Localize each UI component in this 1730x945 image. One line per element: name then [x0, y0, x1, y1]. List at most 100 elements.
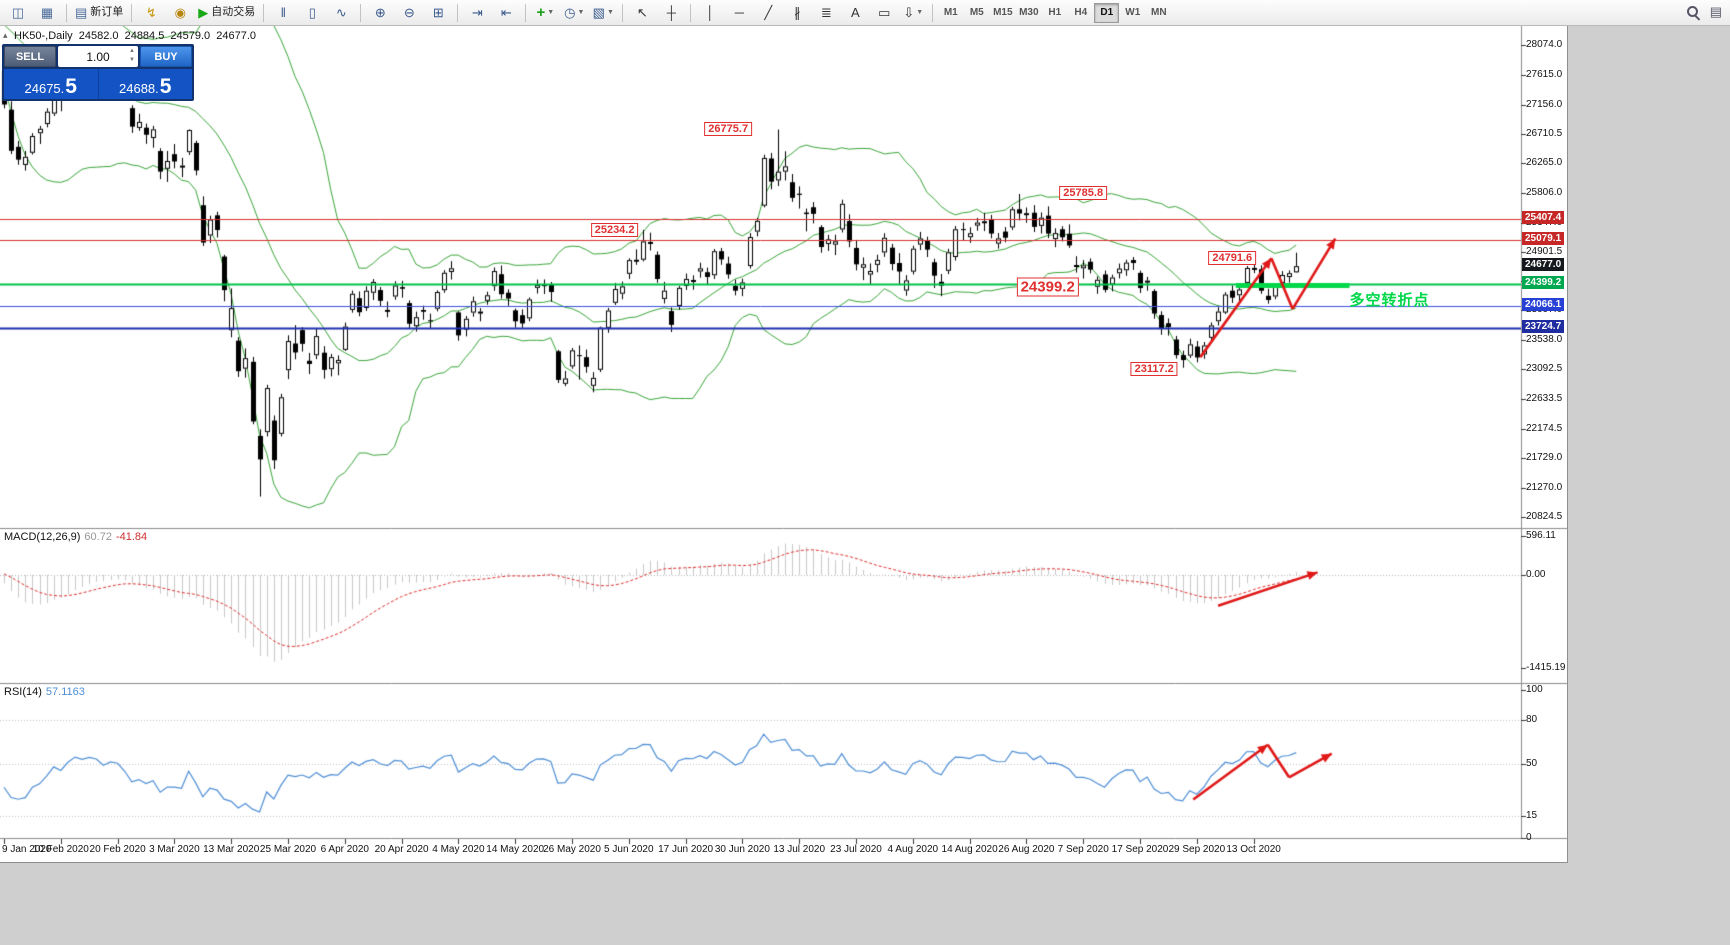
tile-windows-icon[interactable]: ⊞ [424, 2, 452, 24]
timeframe-d1[interactable]: D1 [1094, 2, 1120, 23]
auto-scroll-icon[interactable]: ⇥ [463, 2, 491, 24]
timeframe-h1[interactable]: H1 [1048, 7, 1062, 18]
toolbar-separator [131, 3, 133, 22]
price-axis-tag: 25079.1 [1522, 231, 1565, 245]
one-click-toggle-icon[interactable]: ▴ [3, 30, 8, 40]
timeframe-m15[interactable]: M15 [993, 7, 1013, 18]
arrows-tool-icon-caret[interactable]: ▼ [916, 9, 924, 16]
indicators-icon: + [536, 4, 546, 21]
channel-icon[interactable]: ∦ [783, 2, 811, 24]
text-icon[interactable]: A [841, 2, 869, 24]
price-axis-tag: 25407.4 [1522, 210, 1565, 224]
price-annotation-flag[interactable]: 23117.2 [1130, 361, 1178, 376]
spinner-down-icon[interactable]: ▼ [129, 57, 135, 63]
toolbar-separator [690, 3, 692, 22]
timeframe-m1[interactable]: M1 [943, 7, 958, 18]
workspace-background [1568, 26, 1730, 945]
new-chart-icon: ◫ [11, 5, 25, 20]
search-icon[interactable] [1686, 5, 1700, 19]
indicators-icon[interactable]: + ▼ [531, 2, 559, 24]
trendline-icon: ╱ [764, 5, 773, 20]
zoom-out-icon[interactable]: ⊖ [395, 2, 423, 24]
zoom-in-icon[interactable]: ⊕ [366, 2, 394, 24]
sell-price[interactable]: 24675. 5 [4, 69, 99, 99]
chart-profiles-icon: ▦ [40, 5, 54, 20]
text-label-icon[interactable]: ▭ [870, 2, 898, 24]
y-axis-tick-label: 22633.5 [1526, 393, 1563, 405]
horizontal-line-icon: ─ [734, 5, 744, 20]
autotrading-button-label: 自动交易 [211, 6, 256, 18]
zoom-out-icon: ⊖ [403, 5, 415, 20]
trendline-icon[interactable]: ╱ [754, 2, 782, 24]
cursor-icon[interactable]: ↖ [628, 2, 656, 24]
timeframe-m5[interactable]: M5 [969, 7, 984, 18]
rsi-axis-label: 15 [1526, 809, 1538, 821]
price-annotation-flag[interactable]: 25785.8 [1059, 186, 1108, 201]
periods-icon[interactable]: ◷ ▼ [560, 2, 588, 24]
rsi-axis-label: 80 [1526, 713, 1538, 725]
indicators-icon-caret[interactable]: ▼ [547, 9, 555, 16]
price-annotation-flag[interactable]: 24791.6 [1208, 250, 1257, 265]
price-annotation-flag[interactable]: 26775.7 [704, 122, 753, 137]
y-axis-tick-label: 24901.5 [1526, 245, 1563, 257]
timeframe-m30[interactable]: M30 [1019, 7, 1039, 18]
buy-price-main: 24688 [119, 81, 156, 97]
y-axis-tick-label: 25806.0 [1526, 186, 1563, 198]
new-order-button[interactable]: ▤ 新订单 [72, 2, 126, 24]
x-axis-date-label: 25 Mar 2020 [259, 844, 317, 855]
x-axis-date-label: 20 Feb 2020 [89, 844, 146, 855]
y-axis-tick-label: 27156.0 [1526, 98, 1563, 110]
fibonacci-icon[interactable]: ≣ [812, 2, 840, 24]
tile-windows-icon: ⊞ [432, 5, 444, 20]
close-value: 24677.0 [216, 30, 256, 42]
y-axis-tick-label: 20824.5 [1526, 511, 1563, 522]
price-annotation-flag[interactable]: 24399.2 [1016, 277, 1079, 297]
new-chart-icon[interactable]: ◫ [4, 2, 32, 24]
chart-shift-icon[interactable]: ⇤ [492, 2, 520, 24]
x-axis-date-label: 10 Feb 2020 [32, 844, 89, 855]
auto-scroll-icon: ⇥ [471, 5, 483, 20]
price-axis-tag: 23724.7 [1522, 320, 1565, 334]
x-axis-date-label: 14 Aug 2020 [941, 844, 998, 855]
bars-icon[interactable]: ‖ [269, 2, 297, 24]
line-chart-icon[interactable]: ∿ [327, 2, 355, 24]
turning-point-annotation[interactable]: 多空转折点 [1349, 291, 1430, 309]
buy-price[interactable]: 24688. 5 [98, 69, 192, 99]
x-axis-date-label: 6 Apr 2020 [320, 844, 369, 855]
arrows-tool-icon[interactable]: ⇩ ▼ [899, 2, 927, 24]
autotrading-button[interactable]: ▶ 自动交易 [195, 2, 258, 24]
new-order-button-label: 新订单 [90, 6, 124, 18]
y-axis-tick-label: 26265.0 [1526, 156, 1563, 168]
workspace-background-bottom [0, 863, 1568, 945]
open-value: 24582.0 [78, 30, 119, 42]
templates-icon[interactable]: ▧ ▼ [589, 2, 617, 24]
toolbar-separator [622, 3, 624, 22]
panels-icon[interactable]: ▤ [1709, 4, 1722, 19]
quantity-spinner[interactable]: ▲ ▼ [129, 47, 135, 65]
buy-button[interactable]: BUY [140, 46, 192, 67]
rsi-value: 57.1163 [45, 686, 85, 698]
timeframe-h4[interactable]: H4 [1074, 7, 1088, 18]
chart-profiles-icon[interactable]: ▦ [33, 2, 61, 24]
templates-icon-caret[interactable]: ▼ [606, 9, 614, 16]
periods-icon-caret[interactable]: ▼ [577, 9, 585, 16]
spinner-up-icon[interactable]: ▲ [129, 48, 135, 54]
timeframe-w1[interactable]: W1 [1125, 7, 1141, 18]
x-axis-date-label: 29 Sep 2020 [1168, 844, 1226, 855]
crosshair-icon[interactable]: ┼ [657, 2, 685, 24]
timeframe-mn[interactable]: MN [1151, 7, 1167, 18]
market-icon[interactable]: ◉ [166, 2, 194, 24]
sell-button[interactable]: SELL [4, 46, 56, 67]
main-toolbar: ◫ ▦ ▤ 新订单 ↯ ◉ ▶ 自动交易 ‖ ▯ ∿ ⊕ ⊖ ⊞ ⇥ ⇤ + ▼ ◷ ▼ ▧ ▼ ↖ ┼ │ ─ ╱ ∦ ≣ A ▭ ⇩ ▼ M1… [0, 0, 1730, 26]
horizontal-line-icon[interactable]: ─ [725, 2, 753, 24]
chart-canvas[interactable] [0, 26, 1567, 862]
x-axis-date-label: 13 Oct 2020 [1226, 844, 1281, 855]
chart-shift-icon: ⇤ [500, 5, 512, 20]
vertical-line-icon[interactable]: │ [696, 2, 724, 24]
y-axis-tick-label: 21729.0 [1526, 452, 1563, 464]
price-annotation-flag[interactable]: 25234.2 [590, 222, 639, 237]
candles-icon[interactable]: ▯ [298, 2, 326, 24]
mql-wizard-icon[interactable]: ↯ [137, 2, 165, 24]
quantity-field[interactable]: 1.00 ▲ ▼ [58, 46, 138, 67]
macd-axis-label: 596.11 [1526, 529, 1556, 541]
